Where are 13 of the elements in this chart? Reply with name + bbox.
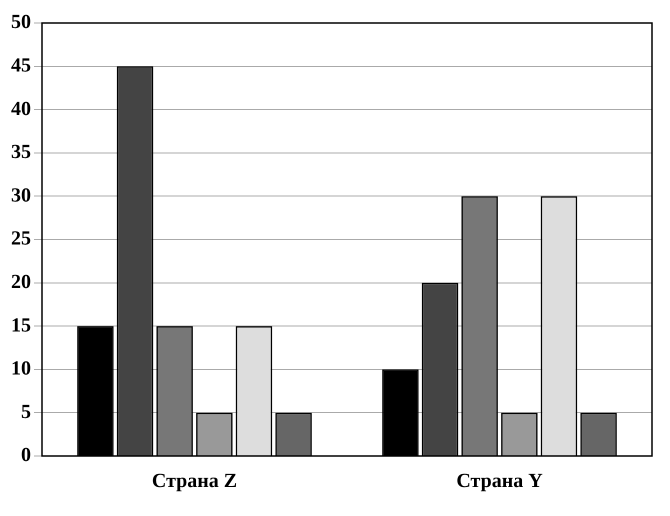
y-tick-label: 15	[11, 314, 31, 336]
y-tick-label: 5	[21, 400, 31, 423]
y-tick-label: 50	[11, 11, 31, 34]
x-tick-label: Страна Z	[152, 470, 238, 492]
y-tick-label: 35	[11, 141, 31, 164]
y-tick-label: 30	[11, 184, 31, 206]
y-tick-label: 25	[11, 228, 31, 250]
x-tick-label: Страна Y	[456, 470, 544, 492]
y-tick-label: 10	[11, 358, 31, 380]
y-tick-label: 20	[11, 270, 31, 293]
y-tick-label: 45	[11, 54, 31, 76]
y-tick-label: 40	[11, 98, 31, 120]
y-tick-label: 0	[21, 444, 31, 466]
